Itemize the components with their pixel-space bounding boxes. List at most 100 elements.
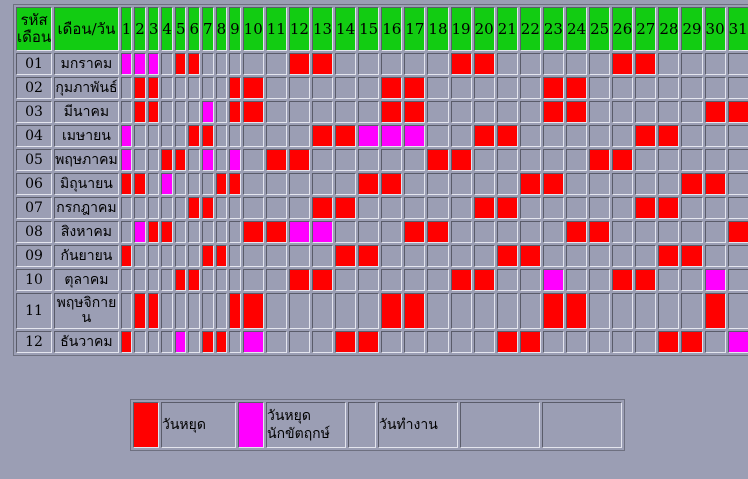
day-cell-workday xyxy=(288,245,310,267)
day-cell-workday xyxy=(215,125,228,147)
month-code: 11 xyxy=(16,293,53,329)
month-name: สิงหาคม xyxy=(54,221,119,243)
day-cell-workday xyxy=(161,77,173,99)
day-cell-workday xyxy=(542,197,564,219)
day-cell-workday xyxy=(473,77,495,99)
day-cell-workday xyxy=(358,53,380,75)
day-cell-holiday xyxy=(612,269,634,291)
day-cell-holiday xyxy=(589,221,611,243)
day-cell-holiday xyxy=(147,77,160,99)
day-cell-workday xyxy=(473,101,495,123)
day-cell-holiday xyxy=(519,245,541,267)
day-cell-holiday xyxy=(381,293,403,329)
day-cell-holiday xyxy=(658,125,680,147)
day-cell-holiday xyxy=(381,173,403,195)
day-cell-holiday xyxy=(174,53,187,75)
day-cell-workday xyxy=(265,269,287,291)
day-cell-workday xyxy=(496,77,518,99)
day-cell-workday xyxy=(265,125,287,147)
day-cell-workday xyxy=(381,269,403,291)
day-cell-holiday xyxy=(404,221,426,243)
day-cell-workday xyxy=(658,269,680,291)
day-cell-workday xyxy=(519,77,541,99)
day-cell-workday xyxy=(704,197,726,219)
day-cell-workday xyxy=(612,331,634,353)
day-cell-holiday xyxy=(358,245,380,267)
day-cell-auspicious xyxy=(542,269,564,291)
month-name: มิถุนายน xyxy=(54,173,119,195)
header-day-28: 28 xyxy=(658,7,680,51)
day-cell-holiday xyxy=(242,293,264,329)
day-cell-holiday xyxy=(120,331,133,353)
day-cell-holiday xyxy=(450,269,472,291)
day-cell-workday xyxy=(242,125,264,147)
day-cell-holiday xyxy=(565,221,588,243)
day-cell-workday xyxy=(542,331,564,353)
month-code: 02 xyxy=(16,77,53,99)
day-cell-auspicious xyxy=(404,125,426,147)
day-cell-workday xyxy=(450,77,472,99)
day-cell-workday xyxy=(161,101,173,123)
month-row: 08 สิงหาคม xyxy=(16,221,748,243)
month-name: ธันวาคม xyxy=(54,331,119,353)
header-day-21: 21 xyxy=(496,7,518,51)
day-cell-holiday xyxy=(242,221,264,243)
day-cell-workday xyxy=(519,149,541,171)
day-cell-workday xyxy=(589,293,611,329)
legend-empty-cell xyxy=(542,402,622,448)
day-cell-workday xyxy=(681,269,703,291)
day-cell-holiday xyxy=(215,173,228,195)
day-cell-workday xyxy=(635,245,657,267)
day-cell-auspicious xyxy=(120,125,133,147)
day-cell-holiday xyxy=(404,293,426,329)
day-cell-holiday xyxy=(496,125,518,147)
day-cell-holiday xyxy=(635,197,657,219)
day-cell-workday xyxy=(335,269,357,291)
day-cell-workday xyxy=(427,101,449,123)
day-cell-holiday xyxy=(335,125,357,147)
header-month-day: เดือน/วัน xyxy=(54,7,119,51)
header-day-23: 23 xyxy=(542,7,564,51)
day-cell-holiday xyxy=(188,53,201,75)
day-cell-workday xyxy=(681,149,703,171)
day-cell-workday xyxy=(612,245,634,267)
day-cell-holiday xyxy=(311,197,334,219)
header-day-15: 15 xyxy=(358,7,380,51)
day-cell-workday xyxy=(288,293,310,329)
day-cell-workday xyxy=(229,125,241,147)
day-cell-holiday xyxy=(265,221,287,243)
auspicious-legend-label: วันหยุดนักขัตฤกษ์ xyxy=(266,402,346,448)
day-cell-workday xyxy=(229,197,241,219)
day-cell-workday xyxy=(427,77,449,99)
day-cell-workday xyxy=(496,269,518,291)
day-cell-holiday xyxy=(450,149,472,171)
day-cell-holiday xyxy=(215,245,228,267)
day-cell-holiday xyxy=(635,269,657,291)
month-code: 06 xyxy=(16,173,53,195)
header-day-24: 24 xyxy=(565,7,588,51)
day-cell-holiday xyxy=(404,101,426,123)
day-cell-holiday xyxy=(542,101,564,123)
day-cell-workday xyxy=(202,53,214,75)
day-cell-workday xyxy=(161,331,173,353)
day-cell-holiday xyxy=(542,293,564,329)
day-cell-workday xyxy=(589,77,611,99)
day-cell-workday xyxy=(496,53,518,75)
day-cell-workday xyxy=(265,101,287,123)
day-cell-workday xyxy=(681,125,703,147)
header-day-1: 1 xyxy=(120,7,133,51)
header-day-22: 22 xyxy=(519,7,541,51)
day-cell-workday xyxy=(215,293,228,329)
day-cell-workday xyxy=(215,197,228,219)
day-cell-workday xyxy=(288,77,310,99)
day-cell-workday xyxy=(427,125,449,147)
day-cell-workday xyxy=(565,173,588,195)
day-cell-workday xyxy=(265,53,287,75)
day-cell-workday xyxy=(727,77,748,99)
day-cell-holiday xyxy=(427,149,449,171)
day-cell-workday xyxy=(635,101,657,123)
day-cell-workday xyxy=(542,245,564,267)
day-cell-holiday xyxy=(727,101,748,123)
day-cell-holiday xyxy=(658,197,680,219)
day-cell-workday xyxy=(727,197,748,219)
